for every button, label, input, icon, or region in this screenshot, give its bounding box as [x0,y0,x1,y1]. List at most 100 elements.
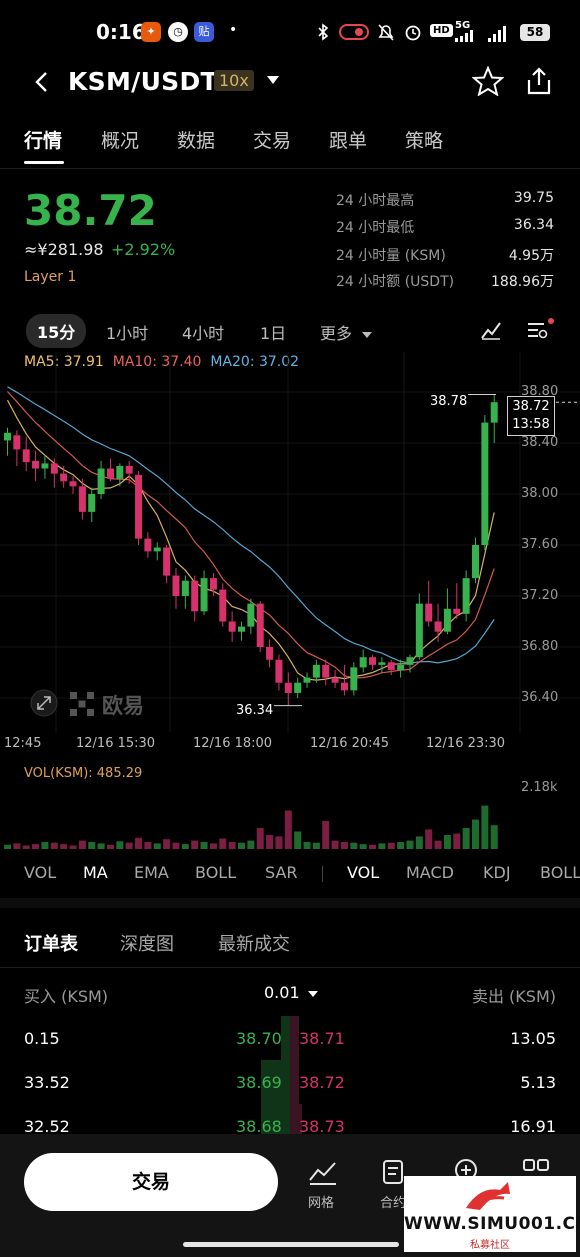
y-tick-4: 37.60 [521,537,559,552]
indicator-chart-icon[interactable] [480,320,502,340]
timeframe-15m[interactable]: 15分 [26,314,87,348]
trade-button[interactable]: 交易 [24,1153,278,1211]
sub-indicator-vol[interactable]: VOL [347,863,380,882]
volume-bar [425,829,433,849]
candle-body [472,545,479,579]
indicator-vol[interactable]: VOL [24,863,57,882]
watermark-logo-icon [466,1182,510,1210]
timeframe-4h[interactable]: 4小时 [182,324,225,343]
sub-indicator-macd[interactable]: MACD [406,863,454,882]
x-tick-1: 12:45 [4,736,42,751]
candle-body [256,603,264,647]
indicator-sar[interactable]: SAR [265,863,298,882]
volume-bar [481,805,489,849]
ask-quantity: 16.91 [510,1117,556,1136]
share-icon[interactable] [524,66,554,96]
bid-price: 38.68 [236,1117,282,1136]
chart-settings-icon[interactable] [526,320,550,340]
tabs-divider [0,168,580,169]
x-tick-3: 12/16 18:00 [193,736,273,751]
tab-depth-chart[interactable]: 深度图 [120,934,174,955]
tab-recent-trades[interactable]: 最新成交 [218,934,290,955]
copy-add-icon[interactable] [452,1156,482,1176]
candle-body [181,580,189,596]
orderbook-row[interactable]: 33.52 38.69 38.72 5.13 [0,1060,580,1104]
candle-body [163,547,171,576]
grid-label[interactable]: 网格 [308,1196,335,1211]
grid-strategy-icon[interactable] [308,1160,338,1186]
high-marker: 38.78 [430,394,468,409]
tab-data[interactable]: 数据 [177,130,216,152]
candle-body [322,664,330,678]
orderbook-row[interactable]: 32.52 38.68 38.73 16.91 [0,1104,580,1148]
timeframe-1h[interactable]: 1小时 [106,324,149,343]
tab-overview[interactable]: 概况 [101,130,140,152]
contract-icon[interactable] [379,1158,407,1186]
ma10-label: MA10: 37.40 [112,354,202,370]
x-tick-4: 12/16 20:45 [310,736,390,751]
timeframe-1d[interactable]: 1日 [260,324,287,343]
candle-body [88,494,96,512]
indicator-ma[interactable]: MA [83,863,108,882]
volume-bar [378,843,386,849]
contract-label[interactable]: 合约 [380,1196,407,1211]
ask-depth-bar [290,1060,299,1104]
candle-body [312,664,320,678]
volume-bar [462,828,470,849]
back-arrow-icon[interactable] [32,70,52,94]
mute-bell-icon [378,24,394,41]
timeframe-more[interactable]: 更多 [320,320,373,344]
more-apps-icon[interactable] [522,1158,550,1176]
candle-body [294,682,302,693]
candle-body [284,682,292,693]
y-tick-2: 38.40 [521,435,559,450]
category-tag[interactable]: Layer 1 [24,269,77,285]
volume-bar [209,843,217,849]
signal-1-icon [455,30,473,42]
recording-toggle-icon [339,24,369,40]
indicator-ema[interactable]: EMA [134,863,169,882]
volume-bar [275,836,283,849]
bid-quantity: 32.52 [24,1117,70,1136]
section-spacer [0,898,580,908]
pair-dropdown-icon[interactable] [266,75,280,85]
orderbook-row[interactable]: 0.15 38.70 38.71 13.05 [0,1016,580,1060]
candle-body [4,432,11,441]
y-tick-3: 38.00 [521,486,559,501]
volume-bar [472,819,479,849]
volume-bar [312,842,320,849]
candle-body [387,662,395,670]
volume-bar [350,842,358,849]
candle-body [22,449,30,463]
volume-bar [50,842,58,849]
candlestick-chart[interactable] [0,352,580,757]
tab-market[interactable]: 行情 [24,130,63,152]
candle-body [106,468,114,479]
pair-title[interactable]: KSM/USDT [68,67,218,96]
chart-watermark: 欧易 [102,694,144,718]
indicator-boll[interactable]: BOLL [195,863,237,882]
fullscreen-icon[interactable] [30,689,58,717]
precision-selector[interactable]: 0.01 [264,983,319,1002]
leverage-badge[interactable]: 10x [214,70,254,91]
sub-indicator-boll[interactable]: BOLL [540,863,580,882]
bid-quantity: 0.15 [24,1029,60,1048]
volume-bar [247,840,255,849]
volume-bar [238,842,245,849]
tab-order-book[interactable]: 订单表 [24,934,78,955]
candle-countdown: 13:58 [512,417,550,432]
tab-copy-trading[interactable]: 跟单 [329,130,368,152]
sub-indicator-kdj[interactable]: KDJ [483,863,511,882]
tab-strategy[interactable]: 策略 [405,130,444,152]
fiat-price: ≈¥281.98 [24,240,104,259]
candle-body [125,465,133,474]
volume-bar [116,841,124,849]
home-indicator[interactable] [183,1242,399,1247]
ask-price: 38.71 [299,1029,345,1048]
candle-body [135,474,143,539]
candle-body [238,626,245,632]
candle-body [425,603,433,622]
ask-depth-bar [290,1016,299,1060]
favorite-star-icon[interactable] [472,66,504,96]
tab-trade[interactable]: 交易 [253,130,292,152]
